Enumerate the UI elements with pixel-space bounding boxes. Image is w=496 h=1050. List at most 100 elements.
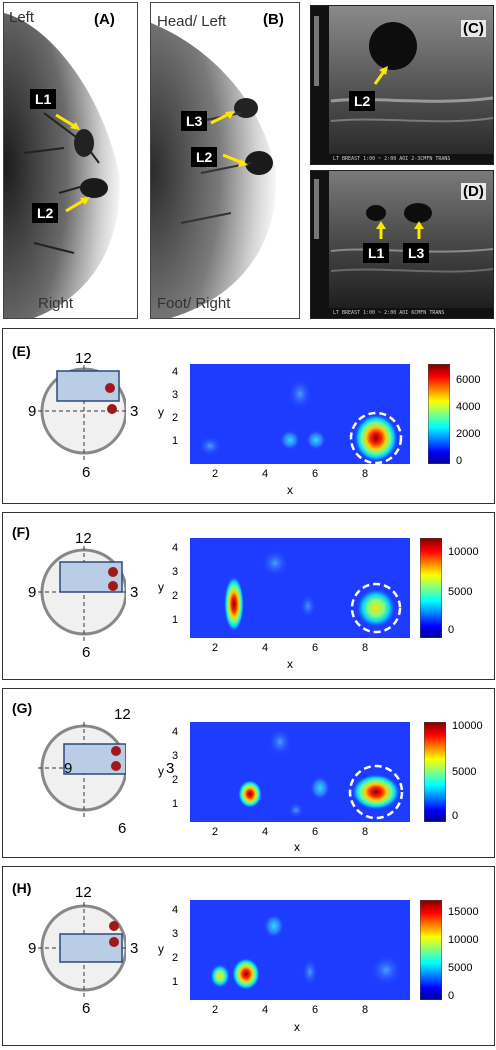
cbtick-f-0: 10000 [448, 546, 479, 558]
panel-label-h: (H) [12, 880, 32, 896]
ylabel-g: y [158, 764, 164, 778]
ylabel-e: y [158, 405, 164, 419]
xlabel-g: x [294, 840, 300, 854]
cbtick-e-0: 6000 [456, 374, 481, 386]
xtick-g-4: 4 [262, 826, 269, 838]
xtick-e-4: 4 [262, 468, 269, 480]
label-left: Left [9, 9, 35, 26]
cbtick-f-1: 5000 [448, 586, 473, 598]
ytick-e-3: 3 [172, 389, 179, 401]
ultrasound-d: (D) L1 L3 LT BREAST 1:00 ~ 2:00 AOI 6CMF… [310, 170, 494, 319]
caption-d: LT BREAST 1:00 ~ 2:00 AOI 6CMFN TRANS [333, 310, 445, 316]
cbtick-h-0: 15000 [448, 906, 479, 918]
marker-l1-d: L1 [363, 243, 390, 263]
ylabel-h: y [158, 942, 164, 956]
clock-6-h: 6 [82, 1000, 91, 1017]
clock-3-f: 3 [130, 584, 139, 601]
mammogram-b: Head/ Left (B) L3 L2 Foot/ Right [150, 2, 300, 319]
ytick-f-3: 3 [172, 566, 179, 578]
clock-3-g: 3 [166, 760, 175, 777]
clock-diagram-e [38, 365, 126, 461]
cbtick-e-2: 2000 [456, 428, 481, 440]
panel-label-b: (B) [263, 11, 284, 28]
colorbar-e [428, 364, 450, 464]
ytick-g-2: 2 [172, 774, 179, 786]
arrow-icon [414, 221, 424, 239]
panel-label-e: (E) [12, 343, 31, 359]
ytick-e-2: 2 [172, 412, 179, 424]
colorbar-f [420, 538, 442, 638]
cbtick-g-2: 0 [452, 810, 459, 822]
ytick-f-1: 1 [172, 614, 179, 626]
clock-12-f: 12 [75, 530, 92, 547]
ytick-h-4: 4 [172, 904, 179, 916]
ytick-f-2: 2 [172, 590, 179, 602]
ytick-g-4: 4 [172, 726, 179, 738]
mammogram-a-image [4, 3, 137, 318]
cbtick-e-3: 0 [456, 455, 463, 467]
ytick-h-2: 2 [172, 952, 179, 964]
mammogram-b-image [151, 3, 299, 318]
xtick-f-8: 8 [362, 642, 369, 654]
clock-diagram-f [38, 546, 126, 642]
xtick-e-2: 2 [212, 468, 219, 480]
arrow-icon [376, 221, 386, 239]
colorbar-h [420, 900, 442, 1000]
xlabel-h: x [294, 1020, 300, 1034]
clock-diagram-h [38, 902, 126, 998]
arrow-icon [65, 197, 90, 213]
cbtick-h-1: 10000 [448, 934, 479, 946]
mammogram-a: Left (A) L1 L2 Right [3, 2, 138, 319]
xtick-f-2: 2 [212, 642, 219, 654]
panel-label-g: (G) [12, 700, 33, 716]
ytick-f-4: 4 [172, 542, 179, 554]
panel-label-a: (A) [94, 11, 115, 28]
marker-l1-a: L1 [30, 89, 57, 109]
label-right: Right [38, 295, 74, 312]
colorbar-g [424, 722, 446, 822]
clock-3-e: 3 [130, 403, 139, 420]
clock-9-g: 9 [64, 760, 73, 777]
label-foot-right: Foot/ Right [157, 295, 231, 312]
xtick-h-8: 8 [362, 1004, 369, 1016]
xtick-h-4: 4 [262, 1004, 269, 1016]
ytick-e-4: 4 [172, 366, 179, 378]
clock-9-f: 9 [28, 584, 37, 601]
cbtick-g-0: 10000 [452, 720, 483, 732]
arrow-icon [210, 111, 235, 125]
clock-9-h: 9 [28, 940, 37, 957]
marker-l2-a: L2 [32, 203, 59, 223]
panel-label-f: (F) [12, 524, 30, 540]
xtick-e-6: 6 [312, 468, 319, 480]
cbtick-f-2: 0 [448, 624, 455, 636]
heatmap-g [190, 722, 410, 822]
xtick-f-6: 6 [312, 642, 319, 654]
xlabel-f: x [287, 657, 293, 671]
marker-l3-b: L3 [181, 111, 208, 131]
clock-9-e: 9 [28, 403, 37, 420]
arrow-icon [222, 153, 248, 167]
clock-6-f: 6 [82, 644, 91, 661]
cbtick-h-3: 0 [448, 990, 455, 1002]
marker-l2-b: L2 [191, 147, 218, 167]
ytick-g-3: 3 [172, 750, 179, 762]
panel-label-c: (C) [461, 20, 486, 37]
caption-c: LT BREAST 1:00 ~ 2:00 AOI 2-3CMFN TRANS [333, 156, 451, 162]
heatmap-h [190, 900, 410, 1000]
ytick-e-1: 1 [172, 435, 179, 447]
clock-12-g: 12 [114, 706, 131, 723]
xtick-f-4: 4 [262, 642, 269, 654]
label-head-left: Head/ Left [157, 13, 227, 30]
heatmap-f [190, 538, 410, 638]
marker-l2-c: L2 [349, 91, 376, 111]
clock-6-e: 6 [82, 464, 91, 481]
arrow-icon [55, 113, 80, 130]
clock-12-e: 12 [75, 350, 92, 367]
xtick-h-6: 6 [312, 1004, 319, 1016]
cbtick-e-1: 4000 [456, 401, 481, 413]
xtick-g-8: 8 [362, 826, 369, 838]
clock-6-g: 6 [118, 820, 127, 837]
panel-label-d: (D) [461, 183, 486, 200]
ytick-h-3: 3 [172, 928, 179, 940]
ytick-g-1: 1 [172, 798, 179, 810]
